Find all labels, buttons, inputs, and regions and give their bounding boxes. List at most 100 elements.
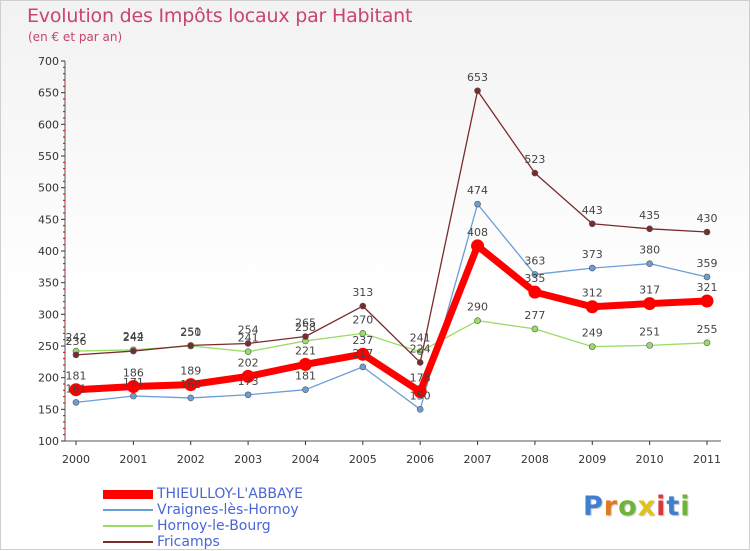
data-point	[588, 264, 596, 272]
data-label: 173	[238, 375, 259, 388]
data-point	[130, 392, 137, 400]
data-label: 251	[180, 325, 201, 338]
legend-swatch	[103, 489, 153, 499]
x-tick-label: 2005	[349, 453, 377, 466]
y-tick-label: 200	[38, 372, 59, 385]
x-tick-label: 2011	[693, 453, 721, 466]
data-label: 150	[410, 389, 431, 402]
data-label: 178	[410, 372, 431, 385]
data-label: 408	[467, 226, 488, 239]
data-label: 181	[295, 370, 316, 383]
y-tick-label: 500	[38, 182, 59, 195]
legend-label: THIEULLOY-L'ABBAYE	[157, 486, 303, 502]
x-tick-label: 2001	[119, 453, 147, 466]
data-point	[528, 285, 542, 299]
x-tick-label: 2010	[636, 453, 664, 466]
y-tick-label: 100	[38, 435, 59, 448]
data-label: 313	[352, 286, 373, 299]
data-point	[471, 239, 485, 253]
y-tick-label: 400	[38, 245, 59, 258]
proxiti-logo: Proxiti	[583, 491, 691, 522]
data-label: 290	[467, 301, 488, 314]
data-point	[302, 386, 309, 394]
data-label: 277	[524, 309, 545, 322]
data-label: 258	[295, 321, 316, 334]
y-tick-label: 150	[38, 403, 59, 416]
data-label: 435	[639, 209, 660, 222]
x-tick-label: 2006	[406, 453, 434, 466]
chart-title: Evolution des Impôts locaux par Habitant	[27, 5, 413, 27]
data-label: 335	[524, 272, 545, 285]
data-point	[531, 325, 539, 333]
data-label: 237	[352, 334, 373, 347]
data-point	[187, 394, 195, 402]
data-label: 359	[697, 257, 718, 270]
data-point	[474, 87, 481, 95]
y-tick-label: 450	[38, 213, 59, 226]
data-point	[474, 200, 481, 208]
data-point	[241, 369, 255, 383]
data-label: 171	[123, 376, 144, 389]
legend-item: THIEULLOY-L'ABBAYE	[103, 486, 303, 502]
data-label: 255	[697, 323, 718, 336]
data-label: 265	[295, 317, 316, 330]
y-tick-label: 650	[38, 87, 59, 100]
data-point	[72, 351, 80, 359]
x-tick-label: 2007	[464, 453, 492, 466]
data-label: 380	[639, 244, 660, 257]
data-label: 653	[467, 71, 488, 84]
data-label: 241	[238, 332, 259, 345]
data-point	[244, 348, 252, 356]
data-point	[184, 378, 198, 392]
data-label: 317	[639, 284, 660, 297]
data-label: 312	[582, 287, 603, 300]
data-point	[585, 300, 599, 314]
x-tick-label: 2000	[62, 453, 90, 466]
data-label: 363	[524, 254, 545, 267]
data-point	[643, 297, 657, 311]
legend-item: Vraignes-lès-Hornoy	[103, 502, 303, 518]
data-point	[703, 339, 711, 347]
data-point	[298, 357, 312, 371]
y-tick-label: 700	[38, 55, 59, 68]
series-line	[75, 203, 708, 410]
data-label: 474	[467, 184, 488, 197]
data-label: 242	[123, 331, 144, 344]
chart-subtitle: (en € et par an)	[28, 30, 123, 44]
data-label: 241	[410, 332, 431, 345]
data-point	[703, 228, 711, 236]
data-label: 221	[295, 344, 316, 357]
y-tick-label: 250	[38, 340, 59, 353]
y-tick-label: 550	[38, 150, 59, 163]
data-point	[356, 347, 370, 361]
data-point	[588, 343, 596, 350]
data-point	[359, 302, 367, 310]
data-label: 523	[524, 153, 545, 166]
series-line	[75, 242, 708, 396]
data-point	[646, 225, 653, 233]
legend-label: Vraignes-lès-Hornoy	[157, 502, 299, 518]
legend-swatch	[103, 541, 153, 543]
data-point	[69, 383, 83, 397]
data-label: 443	[582, 204, 603, 217]
legend-label: Fricamps	[157, 534, 220, 550]
data-point	[416, 359, 424, 366]
chart-legend: THIEULLOY-L'ABBAYE Vraignes-lès-Hornoy Hor…	[103, 486, 303, 550]
data-label: 161	[66, 382, 87, 395]
data-label: 181	[66, 370, 87, 383]
data-label: 373	[582, 248, 603, 261]
data-point	[72, 399, 80, 406]
data-label: 168	[180, 378, 201, 391]
data-point	[244, 340, 252, 347]
data-point	[646, 260, 653, 267]
x-tick-label: 2008	[521, 453, 549, 466]
data-point	[531, 169, 539, 177]
data-label: 321	[697, 281, 718, 294]
data-point	[244, 391, 252, 399]
x-tick-label: 2003	[234, 453, 262, 466]
data-point	[646, 342, 653, 349]
data-label: 189	[180, 365, 201, 378]
y-tick-label: 600	[38, 118, 59, 131]
